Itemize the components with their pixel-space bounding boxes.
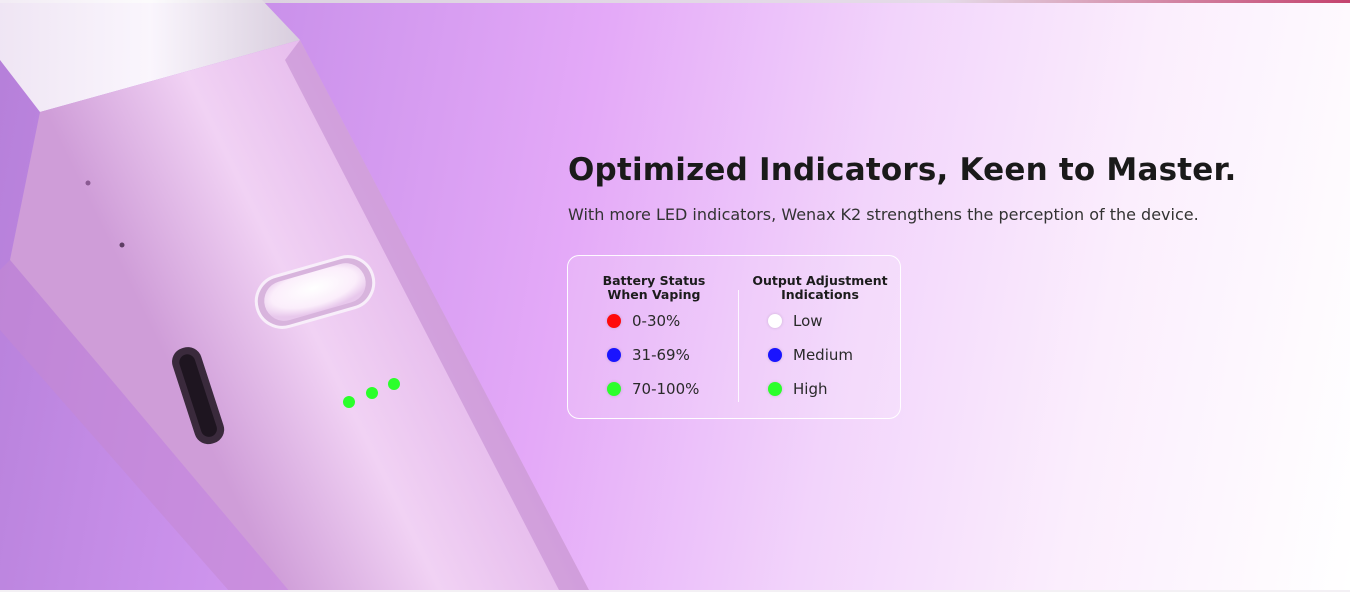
pod-cartridge [0,0,300,112]
battery-row: 70-100% [607,380,699,398]
green-led-icon [768,382,782,396]
pinhole-icon [85,180,91,186]
output-row: Medium [768,346,853,364]
blue-led-icon [607,348,621,362]
green-led-icon [607,382,621,396]
top-accent-line [0,0,1350,3]
blue-led-icon [768,348,782,362]
indicator-card: Battery Status When Vaping Output Adjust… [567,255,901,419]
page-subheadline: With more LED indicators, Wenax K2 stren… [568,205,1199,224]
device-led-icon [343,396,355,408]
pinhole-icon [119,242,125,248]
device-led-icon [388,378,400,390]
battery-row: 31-69% [607,346,690,364]
bottom-edge [0,590,1350,592]
page-headline: Optimized Indicators, Keen to Master. [568,152,1237,188]
white-led-icon [768,314,782,328]
battery-row: 0-30% [607,312,680,330]
column-divider [738,290,739,402]
output-row: Low [768,312,823,330]
fire-button [254,255,376,329]
output-row: High [768,380,827,398]
red-led-icon [607,314,621,328]
output-adjustment-title: Output Adjustment Indications [752,273,888,302]
device-led-icon [366,387,378,399]
battery-status-title: Battery Status When Vaping [602,273,706,302]
usb-port [172,347,225,445]
